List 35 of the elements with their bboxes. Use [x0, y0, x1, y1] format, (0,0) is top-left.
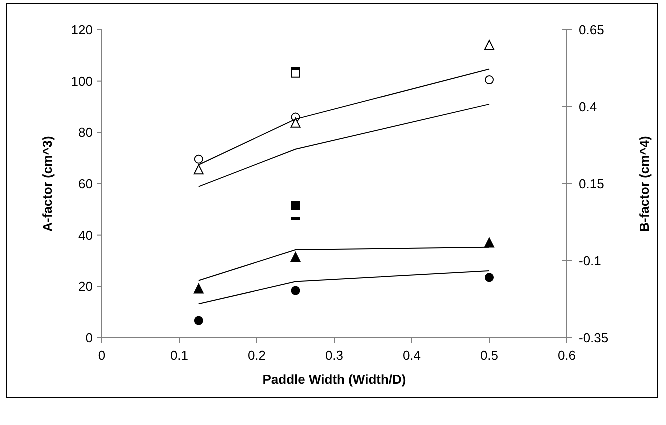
- point: [194, 284, 204, 294]
- y-tick-label: 40: [78, 228, 93, 243]
- point: [194, 164, 204, 175]
- y2-axis-title: B-factor (cm^4): [637, 136, 652, 232]
- x-tick-label: 0.1: [170, 348, 189, 363]
- x-tick-label: 0.5: [480, 348, 499, 363]
- x-tick-label: 0: [98, 348, 106, 363]
- y2-tick-label: 0.65: [579, 22, 604, 38]
- y-tick-label: 120: [71, 22, 93, 38]
- y-tick-label: 100: [71, 74, 93, 89]
- point: [291, 286, 300, 296]
- y2-tick-label: 0.4: [579, 100, 598, 114]
- y-tick-label: 60: [78, 176, 93, 192]
- y-axis-title: A-factor (cm^3): [40, 136, 55, 232]
- y2-tick-label: -0.35: [579, 330, 609, 346]
- x-tick-label: 0.2: [248, 348, 266, 363]
- point: [291, 201, 300, 210]
- y2-tick-label: 0.15: [579, 176, 604, 192]
- x-tick-label: 0.6: [558, 348, 576, 363]
- point: [485, 76, 494, 85]
- point: [485, 273, 494, 282]
- point: [484, 40, 494, 50]
- y-tick-label: 20: [78, 279, 93, 294]
- point: [194, 316, 204, 326]
- point: [194, 154, 204, 164]
- x-tick-label: 0.4: [402, 348, 422, 363]
- point: [290, 118, 301, 128]
- x-tick-label: 0.3: [325, 348, 344, 363]
- point: [290, 252, 301, 262]
- y-tick-label: 0: [86, 330, 93, 346]
- x-axis-title: Paddle Width (Width/D): [262, 372, 406, 387]
- point: [484, 238, 494, 248]
- y-tick-label: 80: [78, 125, 93, 140]
- point: [291, 68, 300, 78]
- y2-tick-label: -0.1: [579, 254, 602, 268]
